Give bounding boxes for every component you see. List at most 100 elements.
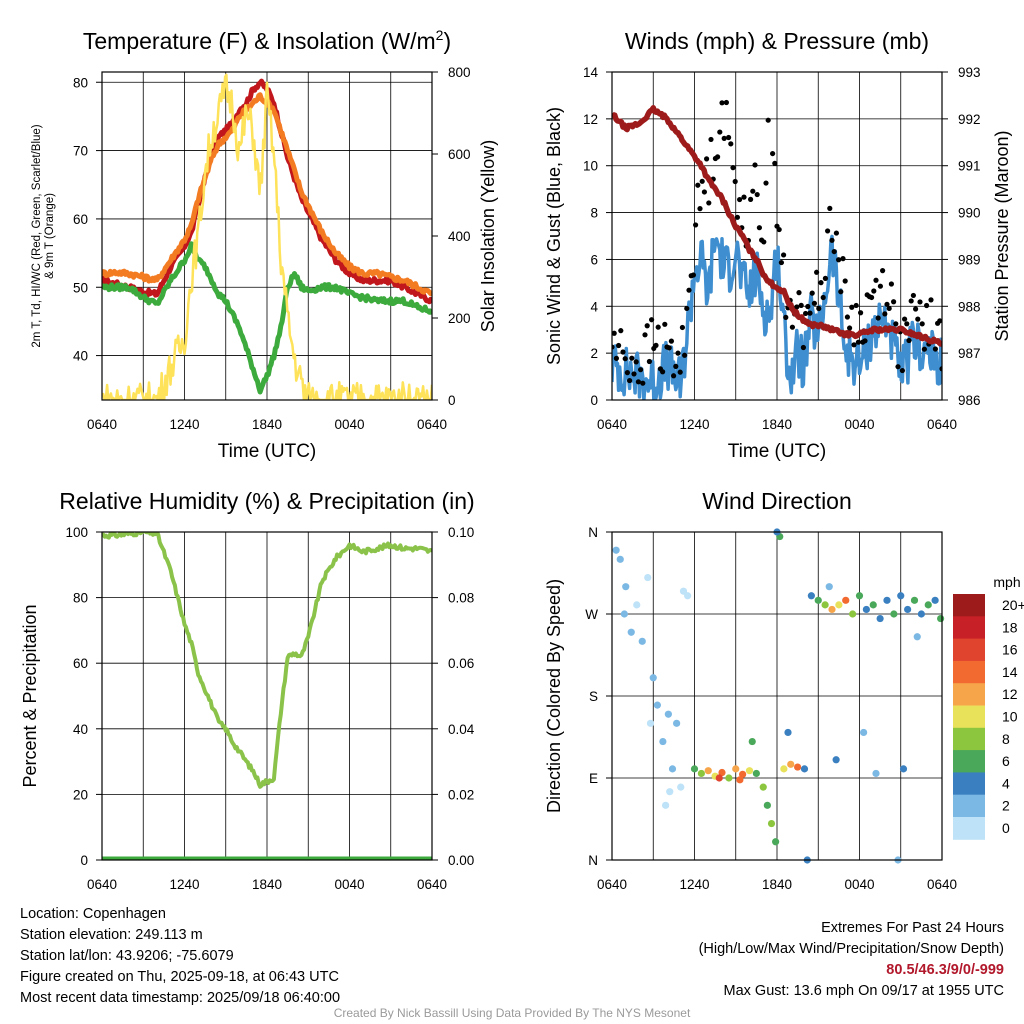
gust-point — [825, 228, 831, 234]
gust-point — [653, 342, 659, 348]
direction-point — [718, 768, 726, 777]
direction-point — [860, 728, 868, 737]
gust-point — [853, 302, 859, 309]
gust-point — [690, 272, 697, 278]
x-tick-label: 0640 — [597, 417, 627, 432]
direction-point — [633, 601, 641, 609]
x-tick-label: 1840 — [252, 877, 282, 892]
gust-point — [818, 280, 824, 286]
direction-point — [937, 614, 945, 623]
gust-point — [646, 358, 653, 365]
gust-point — [851, 342, 857, 348]
colorbar-label: 16 — [1002, 642, 1018, 658]
station-pressure-line — [612, 105, 942, 347]
y-tick-label: 50 — [73, 280, 88, 295]
gust-point — [772, 160, 778, 166]
9m-t-line — [102, 92, 432, 297]
gust-point — [829, 237, 835, 243]
y2-axis-label: Station Pressure (Maroon) — [992, 130, 1012, 341]
gust-point — [686, 287, 692, 293]
chart-title: Winds (mph) & Pressure (mb) — [625, 28, 929, 54]
gust-point — [847, 325, 853, 331]
gust-point — [873, 277, 879, 283]
direction-point — [748, 737, 756, 746]
y-axis-label: Percent & Precipitation — [20, 604, 40, 787]
gust-point — [827, 205, 833, 211]
gust-point — [803, 310, 809, 317]
colorbar-label: 18 — [1002, 619, 1018, 635]
y-tick-label: 2 — [590, 346, 598, 361]
gust-point — [893, 321, 899, 327]
gust-point — [862, 338, 868, 344]
gust-point — [794, 304, 800, 310]
gust-point — [633, 359, 639, 365]
colorbar-label: 2 — [1002, 798, 1010, 814]
gust-point — [891, 299, 897, 305]
direction-point — [825, 583, 833, 591]
direction-point — [876, 614, 884, 623]
gust-point — [708, 136, 714, 143]
direction-point — [842, 596, 850, 604]
temperature-insolation-panel: 0640 1240 1840 0040 0640 Temperature (F) & In… — [31, 27, 498, 462]
y2-tick-label: 989 — [958, 252, 981, 267]
location-text: Location: Copenhagen — [20, 906, 166, 922]
chart-title: Temperature (F) & Insolation (W/m2) — [83, 27, 451, 54]
gust-point — [869, 294, 875, 301]
y-tick-label: S — [589, 689, 598, 704]
y2-tick-label: 0.06 — [448, 656, 474, 671]
solar-insolation-line — [102, 73, 432, 400]
gust-point — [618, 328, 624, 334]
gust-point — [783, 314, 789, 320]
direction-point — [763, 801, 771, 809]
gust-point — [655, 324, 661, 330]
gust-point — [644, 323, 650, 329]
gust-point — [798, 302, 804, 308]
colorbar-swatch — [953, 794, 985, 818]
gust-point — [673, 363, 679, 369]
direction-point — [679, 587, 688, 595]
y2-tick-label: 0.10 — [448, 525, 474, 540]
direction-point — [659, 737, 667, 746]
extremes-title: Extremes For Past 24 Hours — [821, 920, 1004, 936]
gust-point — [756, 225, 763, 231]
colorbar-label: 4 — [1002, 775, 1010, 791]
gust-point — [612, 344, 615, 350]
direction-point — [800, 765, 809, 773]
created-text: Figure created on Thu, 2025-09-18, at 06… — [20, 969, 339, 985]
x-tick-label: 0640 — [87, 877, 117, 892]
y2-tick-label: 988 — [958, 299, 981, 314]
gust-point — [820, 294, 826, 301]
gust-point — [765, 117, 771, 123]
gust-point — [924, 302, 930, 309]
y-tick-label: E — [589, 771, 598, 786]
gust-point — [768, 56, 773, 61]
x-tick-label: 0640 — [597, 877, 627, 892]
y2-tick-label: 400 — [448, 229, 471, 244]
latlon-text: Station lat/lon: 43.9206; -75.6079 — [20, 948, 234, 964]
y2-tick-label: 0.04 — [448, 722, 475, 737]
direction-point — [869, 601, 877, 609]
gust-point — [937, 318, 942, 324]
direction-point — [638, 637, 646, 645]
direction-point — [872, 769, 880, 778]
direction-point — [913, 633, 921, 641]
y-tick-label: 14 — [583, 65, 599, 80]
gust-point — [620, 349, 626, 355]
colorbar-swatch — [953, 616, 985, 640]
direction-point — [904, 605, 912, 614]
station-info: Location: Copenhagen Station elevation: … — [20, 904, 340, 1009]
gust-point — [844, 314, 851, 320]
direction-point — [649, 674, 657, 682]
x-tick-label: 0640 — [927, 417, 957, 432]
gust-point — [627, 377, 633, 384]
gust-point — [737, 196, 743, 203]
relative-humidity-line — [102, 532, 432, 789]
gust-point — [880, 268, 886, 274]
colorbar-label: 12 — [1002, 686, 1018, 702]
gust-point — [838, 289, 844, 295]
gust-point — [704, 156, 710, 162]
direction-point — [673, 719, 681, 727]
direction-point — [664, 710, 672, 718]
direction-point — [736, 776, 744, 784]
direction-point — [767, 819, 776, 828]
